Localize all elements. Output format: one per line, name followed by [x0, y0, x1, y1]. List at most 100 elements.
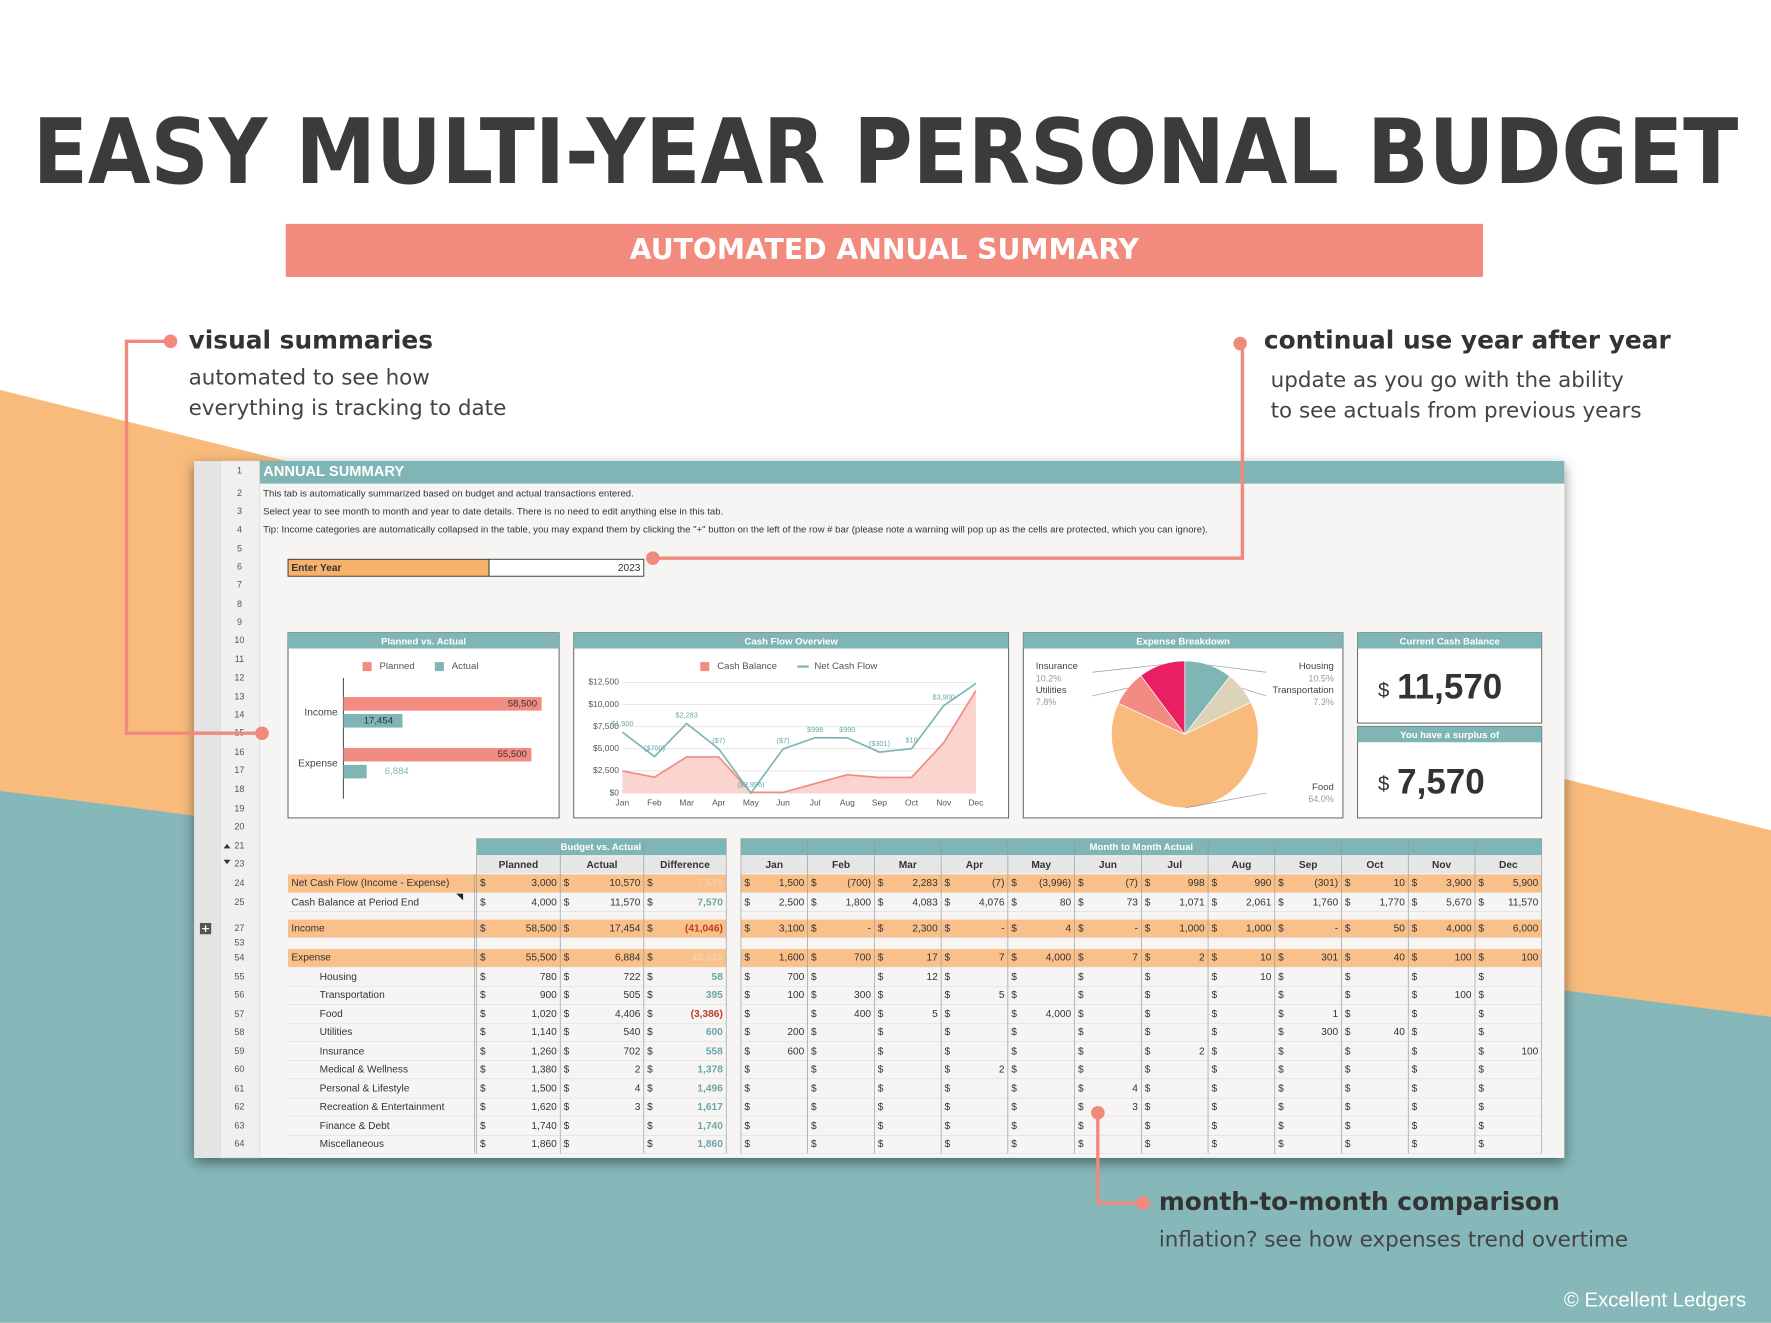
cell-value: (7) [1126, 878, 1138, 889]
data-label: $998 [807, 725, 823, 734]
column-header: Mar [899, 860, 917, 871]
y-tick-label: $12,500 [588, 677, 619, 687]
cell-value: 10 [1260, 972, 1272, 983]
column-header: Jul [1167, 860, 1182, 871]
row-number: 5 [237, 544, 242, 554]
row-number: 20 [234, 821, 244, 831]
row-number: 8 [237, 599, 242, 609]
cell-value: 3 [1132, 1102, 1138, 1113]
currency: $ [564, 1084, 570, 1095]
x-tick-label: Dec [968, 797, 984, 807]
cell-value: 2 [1199, 953, 1205, 964]
cell-value: (41,046) [685, 923, 723, 934]
cell-value: 4 [635, 1084, 641, 1095]
currency: $ [744, 897, 750, 908]
cell-value: 700 [854, 953, 871, 964]
cell-value: 1,620 [531, 1102, 557, 1113]
row-label: Housing [320, 972, 357, 983]
currency: $ [1378, 774, 1389, 796]
cell-value: 400 [854, 1009, 871, 1020]
currency: $ [647, 878, 653, 889]
currency: $ [564, 1046, 570, 1057]
cash-balance: 11,570 [1397, 667, 1502, 706]
currency: $ [1078, 923, 1084, 934]
panel [287, 632, 560, 819]
currency: $ [811, 953, 817, 964]
currency: $ [1278, 1009, 1284, 1020]
row-number: 63 [234, 1121, 244, 1131]
currency: $ [744, 1102, 750, 1113]
cell-value: 2 [635, 1064, 641, 1075]
cell-value: 17 [926, 953, 938, 964]
currency: $ [1278, 897, 1284, 908]
cell-value: 900 [540, 990, 557, 1001]
cell-value: 100 [787, 990, 804, 1001]
currency: $ [1211, 1102, 1217, 1113]
cell-value: 600 [787, 1046, 804, 1057]
currency: $ [564, 923, 570, 934]
row-number: 6 [237, 562, 242, 572]
row-number: 9 [237, 617, 242, 627]
cell-value: 1,617 [697, 1102, 723, 1113]
data-label: $1,500 [611, 719, 633, 728]
legend-label: Planned [380, 661, 415, 672]
row-number: 4 [237, 524, 242, 534]
data-label: ($301) [869, 739, 890, 748]
data-label: $10 [905, 736, 917, 745]
currency: $ [744, 1027, 750, 1038]
currency: $ [1278, 878, 1284, 889]
row-number: 2 [237, 488, 242, 498]
cell-value: 2,500 [779, 897, 805, 908]
currency: $ [1345, 1027, 1351, 1038]
currency: $ [811, 1102, 817, 1113]
cell-value: 100 [1455, 990, 1472, 1001]
currency: $ [1011, 1102, 1017, 1113]
currency: $ [945, 1102, 951, 1113]
cell-value: 5,900 [1513, 878, 1539, 889]
sheet-title: ANNUAL SUMMARY [263, 464, 404, 480]
currency: $ [878, 953, 884, 964]
currency: $ [811, 1064, 817, 1075]
cell-value: 1,140 [531, 1027, 557, 1038]
cell-value: 10 [1394, 878, 1406, 889]
currency: $ [480, 990, 486, 1001]
data-label: ($700) [644, 744, 665, 753]
cell-value: 7,570 [697, 878, 723, 889]
x-tick-label: Jun [776, 797, 790, 807]
panel-header [1357, 632, 1542, 649]
currency: $ [1145, 1121, 1151, 1132]
cell-value: 1,000 [1246, 923, 1272, 934]
row-number: 11 [235, 654, 244, 664]
leader-line [1208, 664, 1267, 673]
currency: $ [945, 1084, 951, 1095]
category-label: Expense [298, 758, 338, 769]
currency: $ [480, 923, 486, 934]
currency: $ [647, 923, 653, 934]
currency: $ [1378, 680, 1389, 702]
cell-value: 998 [1188, 878, 1205, 889]
currency: $ [1011, 1009, 1017, 1020]
currency: $ [1211, 1121, 1217, 1132]
cell-value: 2,300 [912, 923, 938, 934]
cell-value: 300 [854, 990, 871, 1001]
currency: $ [1278, 1027, 1284, 1038]
cell-value: 17,454 [609, 923, 640, 934]
column-header: Jan [766, 860, 784, 871]
cell-value: 100 [1521, 1046, 1538, 1057]
currency: $ [945, 1027, 951, 1038]
cell-value: 1,860 [697, 1139, 723, 1150]
column-header: Actual [586, 860, 617, 871]
cell-value: 12 [926, 972, 938, 983]
data-label: ($7) [777, 736, 790, 745]
currency: $ [564, 1102, 570, 1113]
leader-line [1185, 792, 1267, 809]
cell-value: 4 [1132, 1084, 1138, 1095]
pie-value: 64.0% [1308, 794, 1334, 804]
currency: $ [945, 1064, 951, 1075]
collapse-arrows [223, 843, 231, 865]
currency: $ [1278, 990, 1284, 1001]
cell-value: 702 [623, 1046, 640, 1057]
category-label: Income [304, 708, 338, 719]
currency: $ [647, 1046, 653, 1057]
